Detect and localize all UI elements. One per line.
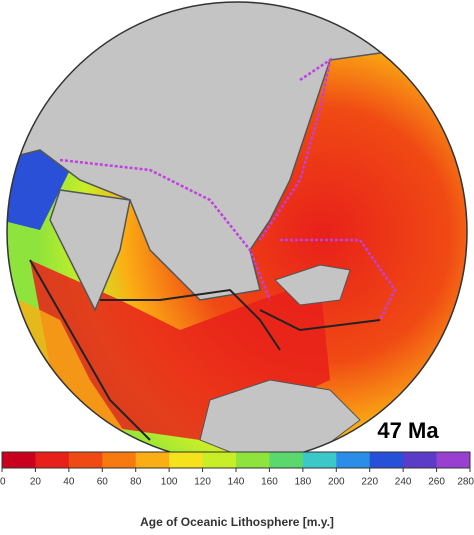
- colorbar-tick-label: 240: [395, 477, 412, 488]
- colorbar-segment: [403, 452, 438, 468]
- colorbar-tick-label: 200: [328, 477, 345, 488]
- colorbar-segment: [35, 452, 70, 468]
- colorbar-tick-label: 260: [428, 477, 445, 488]
- colorbar-tick-label: 80: [130, 477, 142, 488]
- colorbar-segment: [236, 452, 270, 468]
- colorbar-segment: [269, 452, 304, 468]
- colorbar-tick-label: 100: [161, 477, 178, 488]
- colorbar-tick-label: 20: [30, 477, 42, 488]
- colorbar-segment: [202, 452, 237, 468]
- colorbar-tick-label: 160: [261, 477, 278, 488]
- colorbar-segment: [336, 452, 371, 468]
- colorbar: 0 20 40 60 80 100 120 140 160 180 200 220 240 260 280: [0, 451, 474, 488]
- colorbar-label: Age of Oceanic Lithosphere [m.y.]: [140, 515, 334, 529]
- colorbar-segment: [68, 452, 103, 468]
- globe: [7, 2, 467, 462]
- colorbar-segment: [369, 452, 404, 468]
- colorbar-segment: [102, 452, 137, 468]
- colorbar-segment: [2, 452, 36, 468]
- map-title: 47 Ma: [377, 418, 439, 443]
- colorbar-segment: [135, 452, 170, 468]
- colorbar-segment: [436, 452, 471, 468]
- colorbar-segment: [302, 452, 337, 468]
- colorbar-tick-label: 120: [194, 477, 211, 488]
- colorbar-tick-label: 140: [228, 477, 245, 488]
- colorbar-tick-label: 220: [361, 477, 378, 488]
- colorbar-tick-label: 60: [97, 477, 109, 488]
- colorbar-tick-label: 180: [295, 477, 312, 488]
- colorbar-segment: [169, 452, 204, 468]
- colorbar-tick-label: 0: [0, 477, 6, 488]
- colorbar-tick-label: 40: [63, 477, 75, 488]
- colorbar-tick-label: 280: [457, 477, 474, 488]
